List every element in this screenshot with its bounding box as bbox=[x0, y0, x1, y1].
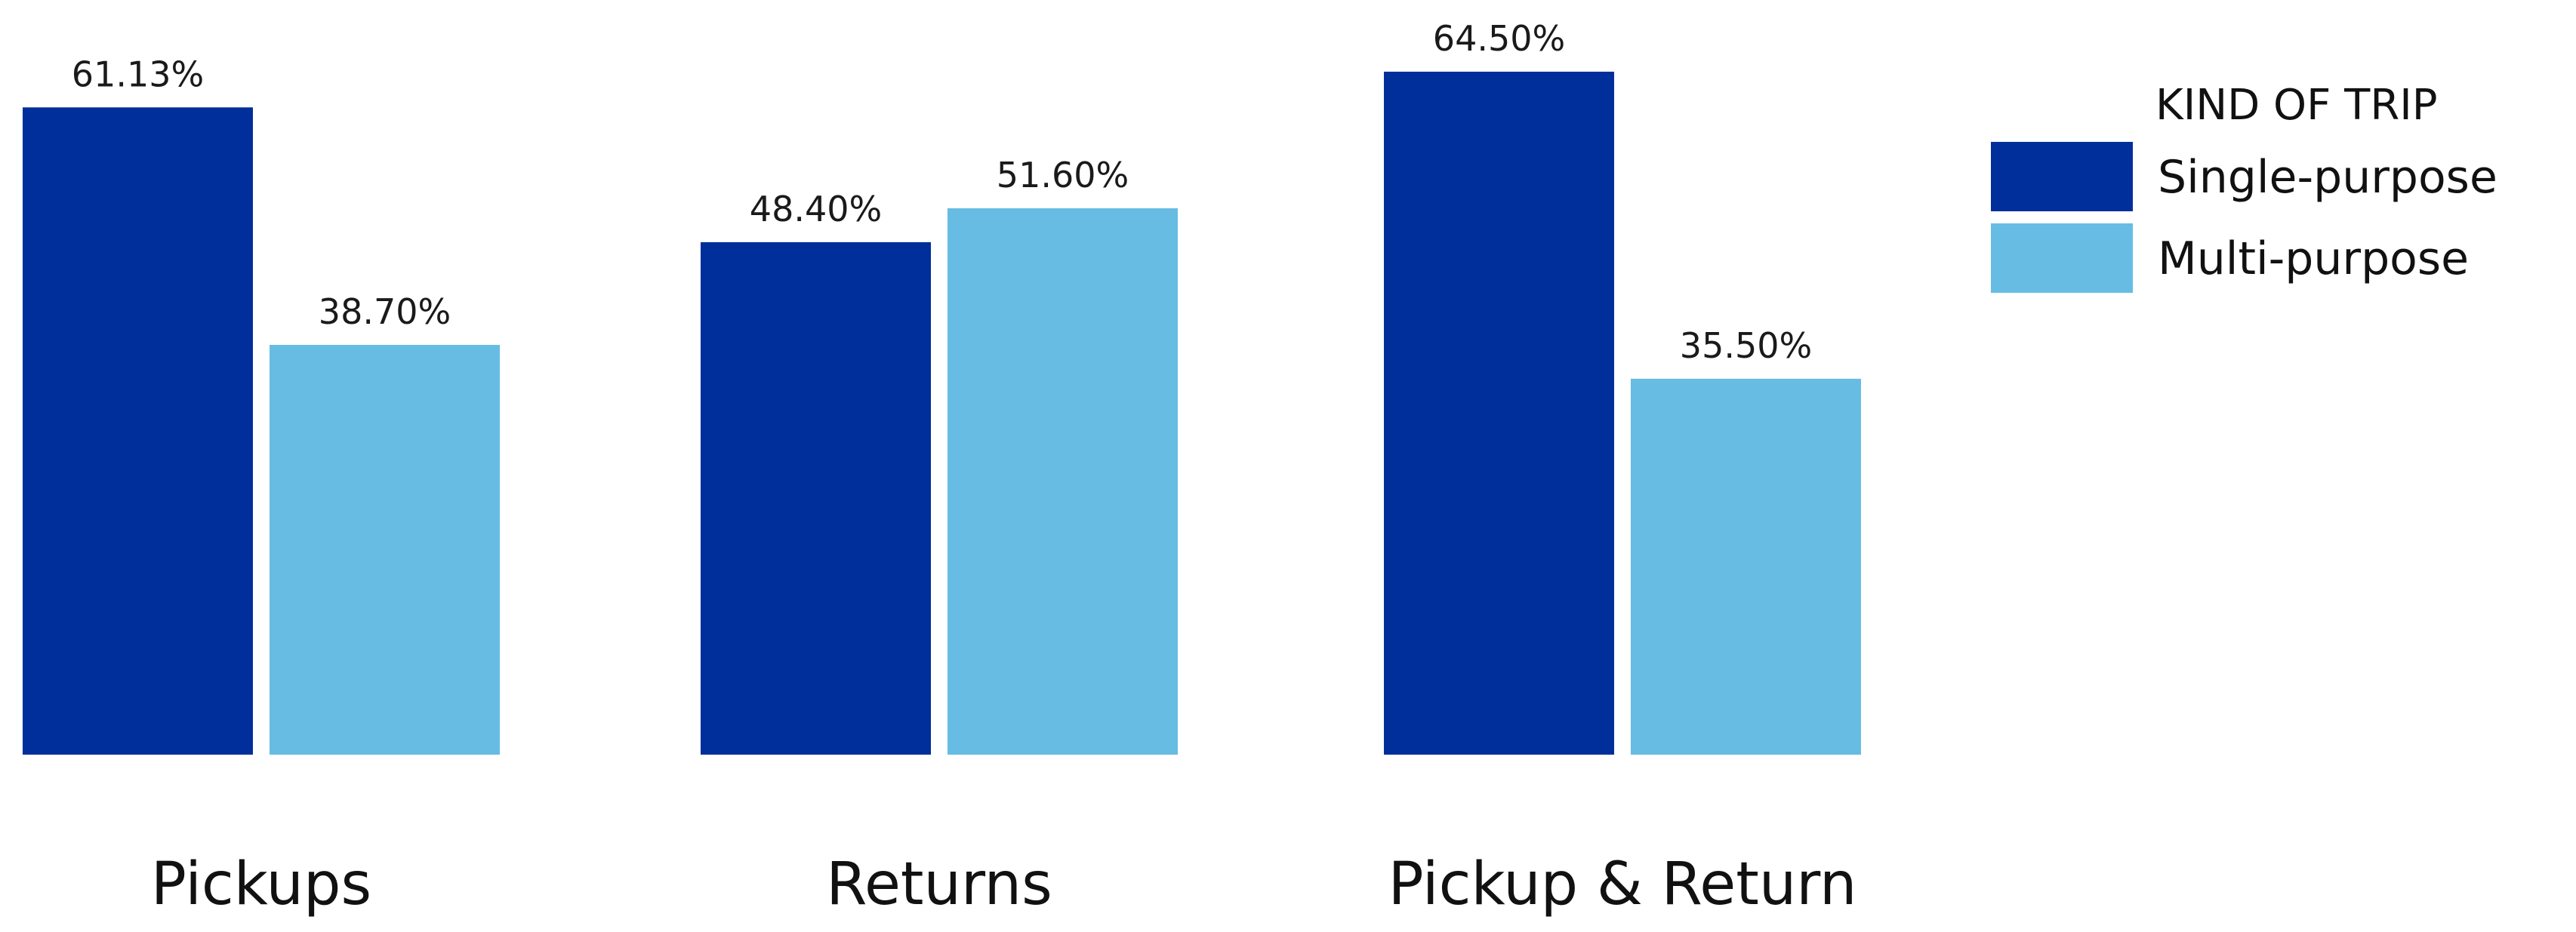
legend-swatch-multi bbox=[1991, 223, 2133, 293]
bar-single-1 bbox=[23, 107, 253, 755]
bar-single-2 bbox=[701, 241, 931, 755]
data-label-multi-1: 38.70% bbox=[319, 291, 451, 332]
bar-multi-3 bbox=[1631, 378, 1861, 755]
legend-label-single: Single-purpose bbox=[2158, 151, 2497, 204]
data-label-single-2: 48.40% bbox=[750, 189, 882, 229]
legend: KIND OF TRIP Single-purpose Multi-purpose bbox=[1991, 81, 2497, 293]
legend-swatch-single bbox=[1991, 142, 2133, 211]
legend-items: Single-purpose Multi-purpose bbox=[1991, 142, 2497, 293]
data-label-single-1: 61.13% bbox=[72, 54, 204, 94]
category-label-1: Pickups bbox=[151, 850, 371, 918]
bar-multi-1 bbox=[270, 345, 500, 755]
bar-single-3 bbox=[1384, 72, 1614, 755]
legend-label-multi: Multi-purpose bbox=[2158, 232, 2469, 285]
legend-title: KIND OF TRIP bbox=[2155, 81, 2438, 130]
category-axis: Pickups Returns Pickup & Return bbox=[151, 850, 1857, 918]
data-label-multi-3: 35.50% bbox=[1680, 325, 1812, 366]
category-label-3: Pickup & Return bbox=[1388, 850, 1857, 918]
bar-multi-2 bbox=[948, 208, 1178, 755]
labels-layer: 61.13% 38.70% 48.40% 51.60% 64.50% 35.50% bbox=[72, 18, 1812, 366]
bars-layer bbox=[23, 72, 1861, 755]
data-label-multi-2: 51.60% bbox=[997, 155, 1129, 195]
category-label-2: Returns bbox=[826, 850, 1052, 918]
data-label-single-3: 64.50% bbox=[1433, 18, 1565, 59]
